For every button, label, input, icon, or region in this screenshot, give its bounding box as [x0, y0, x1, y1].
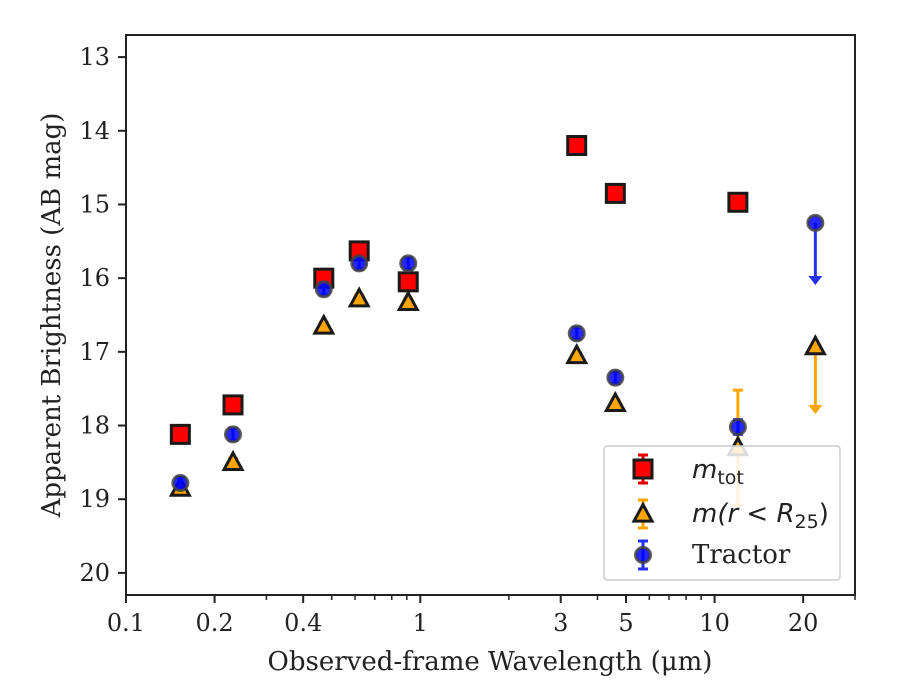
legend-marker	[632, 458, 654, 480]
data-point	[222, 394, 244, 416]
limit-arrow-head	[808, 405, 823, 414]
plot-frame	[125, 34, 856, 596]
data-point	[606, 368, 625, 387]
data-point	[728, 418, 747, 436]
x-tick-label: 0.2	[196, 609, 234, 637]
y-tick-label: 16	[79, 264, 110, 292]
legend-label-m-r25: m(r < R25)	[692, 499, 829, 533]
upper-limit-arrow	[808, 346, 823, 414]
limit-arrow-head	[808, 276, 823, 286]
data-point	[603, 390, 627, 413]
legend-box	[603, 445, 841, 581]
data-point	[567, 324, 586, 343]
y-tick-label: 19	[79, 485, 110, 513]
legend: mtot m(r < R25) Tractor	[603, 445, 841, 581]
data-point	[224, 425, 243, 444]
series-mtot	[169, 135, 749, 445]
data-point	[221, 449, 245, 471]
data-point	[312, 313, 336, 335]
data-point	[347, 286, 371, 308]
y-tick-label: 17	[79, 338, 110, 366]
legend-label-mtot-main: m	[692, 455, 717, 485]
x-tick-label: 0.1	[107, 609, 145, 637]
data-point	[169, 423, 191, 445]
data-point	[727, 191, 749, 213]
x-tick-label: 3	[553, 609, 568, 637]
x-tick-label: 1	[413, 609, 428, 637]
data-point	[399, 254, 418, 273]
legend-label-tractor: Tractor	[692, 540, 791, 570]
y-tick-label: 14	[79, 117, 110, 145]
data-point	[396, 289, 420, 312]
x-tick-label: 0.4	[284, 609, 322, 637]
y-tick-label: 18	[79, 412, 110, 440]
y-axis-label: Apparent Brightness (AB mag)	[37, 113, 67, 519]
x-tick-label: 20	[788, 609, 819, 637]
y-tick-label: 20	[79, 559, 110, 587]
data-point	[397, 271, 419, 293]
legend-marker	[634, 546, 652, 564]
x-tick-label: 5	[618, 609, 633, 637]
legend-label-mtot: mtot	[692, 455, 744, 489]
data-point	[566, 135, 588, 157]
legend-label-m-r25-close: )	[819, 499, 829, 529]
y-tick-label: 15	[79, 190, 110, 218]
legend-label-m-r25-sub: 25	[795, 511, 819, 533]
data-point	[604, 182, 626, 204]
x-axis-label: Observed-frame Wavelength (μm)	[268, 647, 713, 677]
data-point	[803, 334, 827, 356]
legend-marker	[631, 501, 655, 523]
data-point	[350, 254, 369, 273]
x-tick-label: 10	[699, 609, 730, 637]
y-tick-label: 13	[79, 43, 110, 71]
data-point	[314, 280, 333, 299]
upper-limit-arrow	[808, 222, 823, 286]
data-point	[806, 213, 825, 232]
legend-label-m-r25-main: m(r < R	[692, 499, 795, 529]
legend-label-mtot-sub: tot	[717, 467, 744, 489]
series-tractor	[171, 213, 825, 492]
data-point	[171, 474, 190, 492]
data-point	[565, 342, 589, 365]
